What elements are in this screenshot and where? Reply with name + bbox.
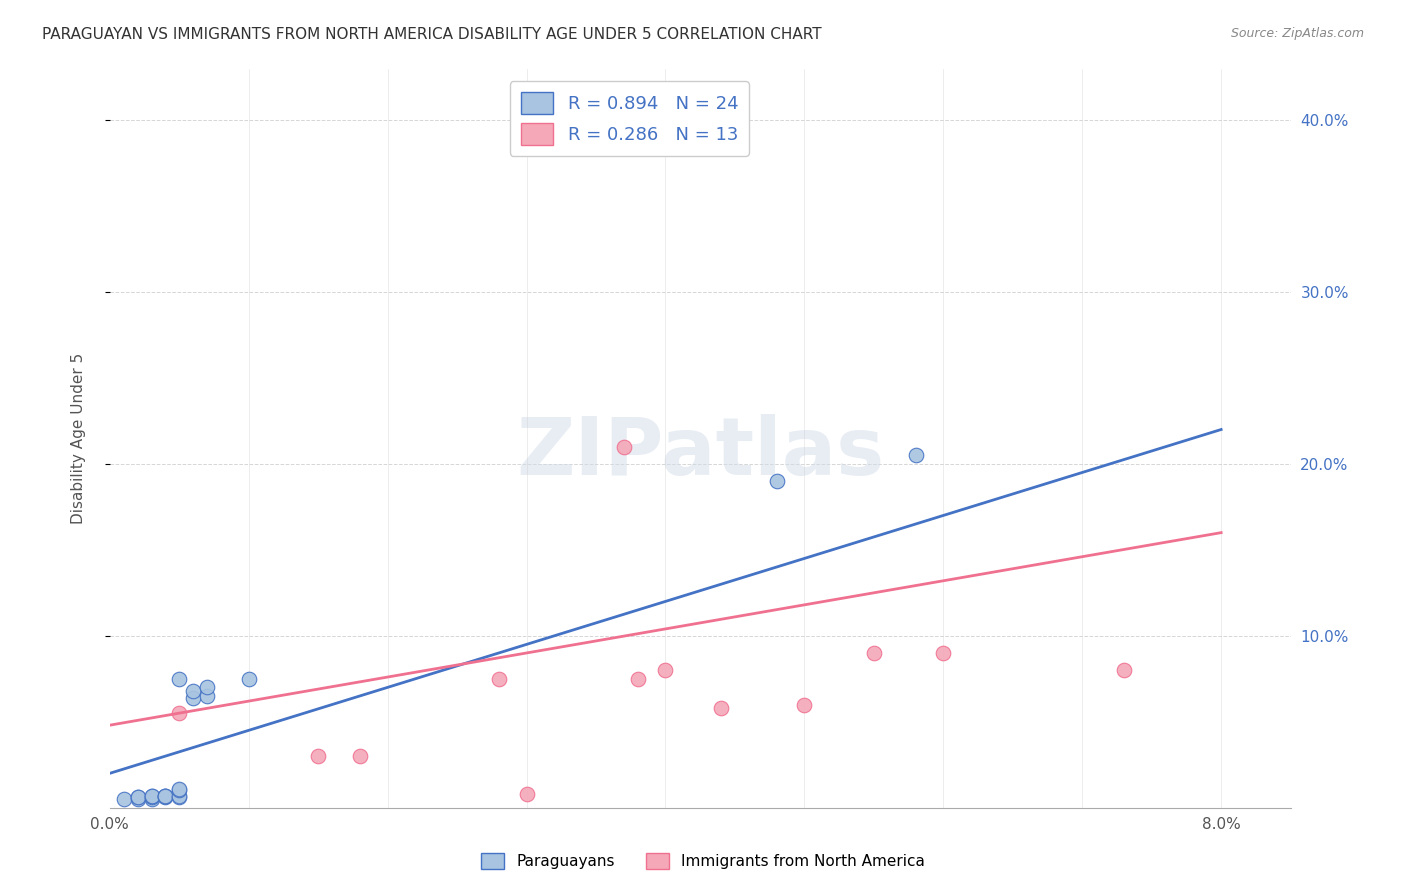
Point (904, 448, 927, 462)
Text: PARAGUAYAN VS IMMIGRANTS FROM NORTH AMERICA DISABILITY AGE UNDER 5 CORRELATION C: PARAGUAYAN VS IMMIGRANTS FROM NORTH AMER… (42, 27, 821, 42)
Point (169, 789, 191, 803)
Point (141, 789, 163, 803)
Legend: R = 0.894   N = 24, R = 0.286   N = 13: R = 0.894 N = 24, R = 0.286 N = 13 (510, 81, 749, 156)
Point (169, 783, 191, 797)
Point (765, 474, 787, 488)
Point (169, 672, 191, 686)
Point (238, 672, 260, 686)
Point (155, 789, 177, 803)
Point (195, 689, 218, 703)
Point (307, 749, 329, 764)
Point (141, 792, 163, 806)
Point (112, 792, 135, 806)
Point (793, 698, 815, 712)
Point (169, 781, 191, 796)
Point (1112, 663, 1135, 677)
Point (181, 690, 204, 705)
Legend: Paraguayans, Immigrants from North America: Paraguayans, Immigrants from North Ameri… (475, 847, 931, 875)
Point (169, 790, 191, 805)
Point (863, 646, 886, 660)
Point (613, 440, 636, 454)
Point (155, 789, 177, 803)
Point (654, 663, 676, 677)
Point (155, 790, 177, 805)
Point (195, 681, 218, 695)
Point (349, 749, 371, 764)
Point (127, 792, 149, 806)
Y-axis label: Disability Age Under 5: Disability Age Under 5 (72, 352, 86, 524)
Point (488, 672, 510, 686)
Point (155, 789, 177, 803)
Text: Source: ZipAtlas.com: Source: ZipAtlas.com (1230, 27, 1364, 40)
Point (181, 683, 204, 698)
Point (141, 789, 163, 803)
Point (169, 706, 191, 720)
Point (710, 701, 733, 715)
Point (141, 790, 163, 805)
Point (932, 646, 955, 660)
Text: ZIPatlas: ZIPatlas (516, 414, 884, 491)
Point (127, 790, 149, 805)
Point (627, 672, 650, 686)
Point (516, 787, 538, 801)
Point (127, 790, 149, 805)
